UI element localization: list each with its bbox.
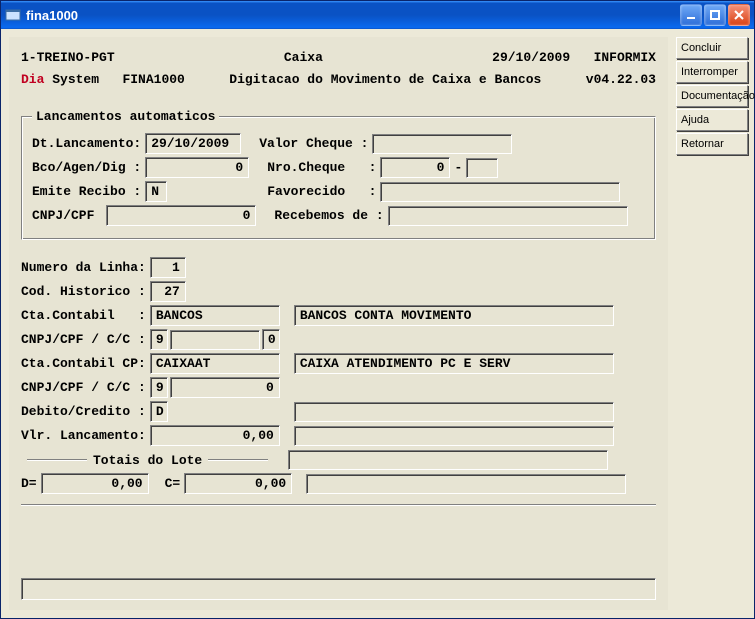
cnpj-cc-1-label: CNPJ/CPF / C/C : bbox=[21, 332, 146, 347]
debito-credito-extra-field bbox=[294, 402, 614, 422]
header-date: 29/10/2009 bbox=[492, 50, 570, 65]
header-program: FINA1000 bbox=[122, 72, 184, 87]
header-subtitle: Digitacao do Movimento de Caixa e Bancos bbox=[229, 69, 541, 91]
lancamentos-group: Lancamentos automaticos Dt.Lancamento: 2… bbox=[21, 109, 656, 240]
status-bar bbox=[21, 578, 656, 600]
client-area: 1-TREINO-PGT Caixa 29/10/2009 INFORMIX D… bbox=[1, 29, 754, 618]
recebemos-de-label: Recebemos de : bbox=[274, 208, 383, 223]
dt-lancamento-label: Dt.Lancamento: bbox=[32, 136, 141, 151]
cnpj-cpf-field[interactable]: 0 bbox=[106, 205, 256, 226]
total-c-label: C= bbox=[165, 476, 181, 491]
total-d-field: 0,00 bbox=[41, 473, 149, 494]
totais-line: Totais do Lote bbox=[21, 450, 656, 470]
ajuda-button[interactable]: Ajuda bbox=[676, 109, 748, 131]
minimize-button[interactable] bbox=[680, 4, 702, 26]
vlr-lancamento-extra-field bbox=[294, 426, 614, 446]
cta-contabil-cp-label: Cta.Contabil CP: bbox=[21, 356, 146, 371]
favorecido-label: Favorecido : bbox=[267, 184, 376, 199]
cnpj-cc-2b-field[interactable]: 0 bbox=[170, 377, 280, 398]
header-module: Caixa bbox=[284, 47, 323, 69]
cod-historico-label: Cod. Historico : bbox=[21, 284, 146, 299]
valor-cheque-label: Valor Cheque : bbox=[259, 136, 368, 151]
header-dia: Dia bbox=[21, 72, 44, 87]
sidebar: Concluir Interromper Documentação Ajuda … bbox=[672, 31, 752, 616]
dt-lancamento-field[interactable]: 29/10/2009 bbox=[145, 133, 241, 154]
concluir-button[interactable]: Concluir bbox=[676, 37, 748, 59]
cta-contabil-desc-field: BANCOS CONTA MOVIMENTO bbox=[294, 305, 614, 326]
vlr-lancamento-field[interactable]: 0,00 bbox=[150, 425, 280, 446]
cta-contabil-cp-desc-field: CAIXA ATENDIMENTO PC E SERV bbox=[294, 353, 614, 374]
total-c-field: 0,00 bbox=[184, 473, 292, 494]
cnpj-cpf-label: CNPJ/CPF bbox=[32, 208, 94, 223]
cta-contabil-code-field[interactable]: BANCOS bbox=[150, 305, 280, 326]
cnpj-cc-1b-field[interactable] bbox=[170, 330, 260, 350]
maximize-button[interactable] bbox=[704, 4, 726, 26]
separator bbox=[21, 504, 656, 506]
valor-cheque-field[interactable] bbox=[372, 134, 512, 154]
header-db: INFORMIX bbox=[594, 50, 656, 65]
interromper-button[interactable]: Interromper bbox=[676, 61, 748, 83]
header: 1-TREINO-PGT Caixa 29/10/2009 INFORMIX D… bbox=[21, 47, 656, 91]
emite-recibo-field[interactable]: N bbox=[145, 181, 167, 202]
numero-linha-field[interactable]: 1 bbox=[150, 257, 186, 278]
cod-historico-field[interactable]: 27 bbox=[150, 281, 186, 302]
recebemos-de-field[interactable] bbox=[388, 206, 628, 226]
nro-cheque-suffix-field[interactable] bbox=[466, 158, 498, 178]
window-buttons bbox=[680, 4, 750, 26]
totais-extra-2 bbox=[306, 474, 626, 494]
numero-linha-label: Numero da Linha: bbox=[21, 260, 146, 275]
cta-contabil-cp-code-field[interactable]: CAIXAAT bbox=[150, 353, 280, 374]
debito-credito-label: Debito/Credito : bbox=[21, 404, 146, 419]
minimize-icon bbox=[685, 9, 697, 21]
app-window: fina1000 1-TREINO-PGT Caixa bbox=[0, 0, 755, 619]
vlr-lancamento-label: Vlr. Lancamento: bbox=[21, 428, 146, 443]
close-button[interactable] bbox=[728, 4, 750, 26]
header-system: System bbox=[52, 72, 99, 87]
cnpj-cc-2a-field[interactable]: 9 bbox=[150, 377, 168, 398]
nro-cheque-field[interactable]: 0 bbox=[380, 157, 450, 178]
totais-extra-1 bbox=[288, 450, 608, 470]
maximize-icon bbox=[709, 9, 721, 21]
app-icon bbox=[5, 7, 21, 23]
cnpj-cc-1c-field[interactable]: 0 bbox=[262, 329, 280, 350]
total-d-label: D= bbox=[21, 476, 37, 491]
debito-credito-field[interactable]: D bbox=[150, 401, 168, 422]
retornar-button[interactable]: Retornar bbox=[676, 133, 748, 155]
close-icon bbox=[733, 9, 745, 21]
group-legend: Lancamentos automaticos bbox=[32, 109, 219, 124]
titlebar: fina1000 bbox=[1, 1, 754, 29]
bco-agen-dig-field[interactable]: 0 bbox=[145, 157, 249, 178]
emite-recibo-label: Emite Recibo : bbox=[32, 184, 141, 199]
header-version: v04.22.03 bbox=[586, 69, 656, 91]
header-org: 1-TREINO-PGT bbox=[21, 47, 115, 69]
documentacao-button[interactable]: Documentação bbox=[676, 85, 748, 107]
cta-contabil-label: Cta.Contabil : bbox=[21, 308, 146, 323]
cnpj-cc-1a-field[interactable]: 9 bbox=[150, 329, 168, 350]
window-title: fina1000 bbox=[26, 8, 680, 23]
nro-cheque-label: Nro.Cheque : bbox=[267, 160, 376, 175]
cnpj-cc-2-label: CNPJ/CPF / C/C : bbox=[21, 380, 146, 395]
bco-agen-dig-label: Bco/Agen/Dig : bbox=[32, 160, 141, 175]
totais-label: Totais do Lote bbox=[93, 453, 202, 468]
main-panel: 1-TREINO-PGT Caixa 29/10/2009 INFORMIX D… bbox=[9, 37, 668, 610]
favorecido-field[interactable] bbox=[380, 182, 620, 202]
nro-cheque-sep: - bbox=[454, 160, 462, 175]
